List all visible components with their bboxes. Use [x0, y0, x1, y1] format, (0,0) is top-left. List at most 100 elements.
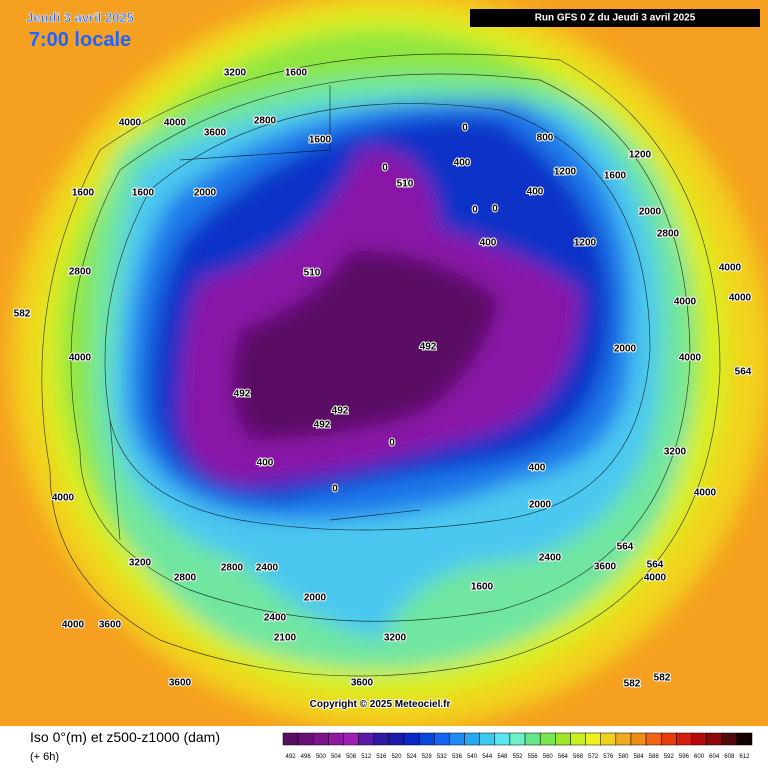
contour-label: 492 [314, 420, 331, 431]
map-date: Jeudi 3 avril 2025 [26, 10, 134, 25]
scale-label: 556 [528, 754, 539, 760]
legend-label: Iso 0°(m) et z500-z1000 (dam) [30, 729, 220, 745]
scale-label: 540 [467, 754, 478, 760]
color-swatch [297, 732, 314, 746]
contour-label: 0 [462, 123, 468, 134]
contour-label: 2000 [614, 344, 637, 355]
contour-label: 4000 [164, 118, 187, 129]
color-swatch [494, 732, 511, 746]
contour-label: 510 [397, 179, 414, 190]
color-swatch [464, 732, 480, 746]
contour-label: 1600 [285, 68, 308, 79]
contour-label: 2000 [304, 593, 327, 604]
color-swatch [706, 732, 722, 746]
contour-label: 4000 [119, 118, 142, 129]
contour-label: 400 [480, 238, 497, 249]
scale-label: 512 [361, 754, 372, 760]
color-swatch [313, 732, 329, 746]
contour-label: 1600 [132, 188, 155, 199]
color-swatch [585, 732, 601, 746]
contour-label: 2100 [274, 633, 297, 644]
color-swatch [328, 732, 344, 746]
scale-label: 584 [634, 754, 645, 760]
color-swatch [645, 732, 662, 746]
scale-label: 552 [512, 754, 523, 760]
contour-label: 2400 [264, 613, 287, 624]
contour-label: 4000 [674, 297, 697, 308]
color-swatch [509, 732, 526, 746]
contour-label: 4000 [69, 353, 92, 364]
scale-label: 492 [286, 754, 297, 760]
contour-label: 400 [257, 458, 274, 469]
contour-label: 1600 [309, 135, 332, 146]
scale-label: 548 [497, 754, 508, 760]
scale-label: 600 [694, 754, 705, 760]
color-swatch [479, 732, 496, 746]
color-swatch [403, 732, 420, 746]
scale-label: 504 [331, 754, 342, 760]
contour-label: 400 [454, 158, 471, 169]
color-swatch [736, 732, 753, 746]
contour-label: 4000 [644, 573, 667, 584]
scale-label: 532 [437, 754, 448, 760]
contour-label: 3200 [384, 633, 407, 644]
scale-label: 560 [543, 754, 554, 760]
color-swatch [539, 732, 556, 746]
contour-label: 564 [617, 542, 634, 553]
contour-label: 3600 [99, 620, 122, 631]
scale-label: 520 [391, 754, 402, 760]
contour-label: 2800 [221, 563, 244, 574]
contour-label: 2400 [256, 563, 279, 574]
contour-label: 2000 [194, 188, 217, 199]
color-swatch [358, 732, 375, 746]
contour-label: 4000 [62, 620, 85, 631]
contour-label: 800 [537, 133, 554, 144]
color-swatch [449, 732, 465, 746]
run-label: Run GFS 0 Z du Jeudi 3 avril 2025 [535, 13, 696, 24]
contour-label: 4000 [694, 488, 717, 499]
scale-label: 612 [739, 754, 750, 760]
color-swatch [418, 732, 435, 746]
color-swatch [373, 732, 390, 746]
color-swatch [388, 732, 405, 746]
contour-label: 0 [382, 163, 388, 174]
scale-label: 528 [422, 754, 433, 760]
contour-label: 1200 [554, 167, 577, 178]
scale-label: 608 [724, 754, 735, 760]
scale-label: 568 [573, 754, 584, 760]
scale-label: 496 [301, 754, 312, 760]
scale-label: 564 [558, 754, 569, 760]
color-swatch [282, 732, 299, 746]
color-swatch [630, 732, 647, 746]
color-swatch [434, 732, 450, 746]
color-swatch [555, 732, 571, 746]
contour-label: 1200 [574, 238, 597, 249]
contour-label: 2800 [254, 116, 277, 127]
scale-label: 544 [482, 754, 493, 760]
contour-label: 564 [735, 367, 752, 378]
contour-label: 400 [527, 187, 544, 198]
contour-label: 2000 [639, 207, 662, 218]
run-box [470, 9, 760, 27]
contour-label: 4000 [52, 493, 75, 504]
color-swatch [676, 732, 692, 746]
contour-label: 582 [14, 309, 31, 320]
color-swatch [600, 732, 617, 746]
contour-label: 3600 [594, 562, 617, 573]
contour-label: 0 [472, 205, 478, 216]
scale-label: 592 [664, 754, 675, 760]
contour-label: 1600 [604, 171, 627, 182]
contour-label: 4000 [729, 293, 752, 304]
copyright: Copyright © 2025 Meteociel.fr [310, 699, 451, 710]
scale-label: 516 [376, 754, 387, 760]
map-time: 7:00 locale [29, 29, 131, 51]
contour-label: 1600 [471, 582, 494, 593]
contour-label: 2800 [69, 267, 92, 278]
contour-label: 492 [234, 389, 251, 400]
contour-label: 564 [647, 560, 664, 571]
contour-label: 0 [389, 438, 395, 449]
scale-label: 576 [603, 754, 614, 760]
contour-label: 3200 [664, 447, 687, 458]
contour-label: 2000 [529, 500, 552, 511]
